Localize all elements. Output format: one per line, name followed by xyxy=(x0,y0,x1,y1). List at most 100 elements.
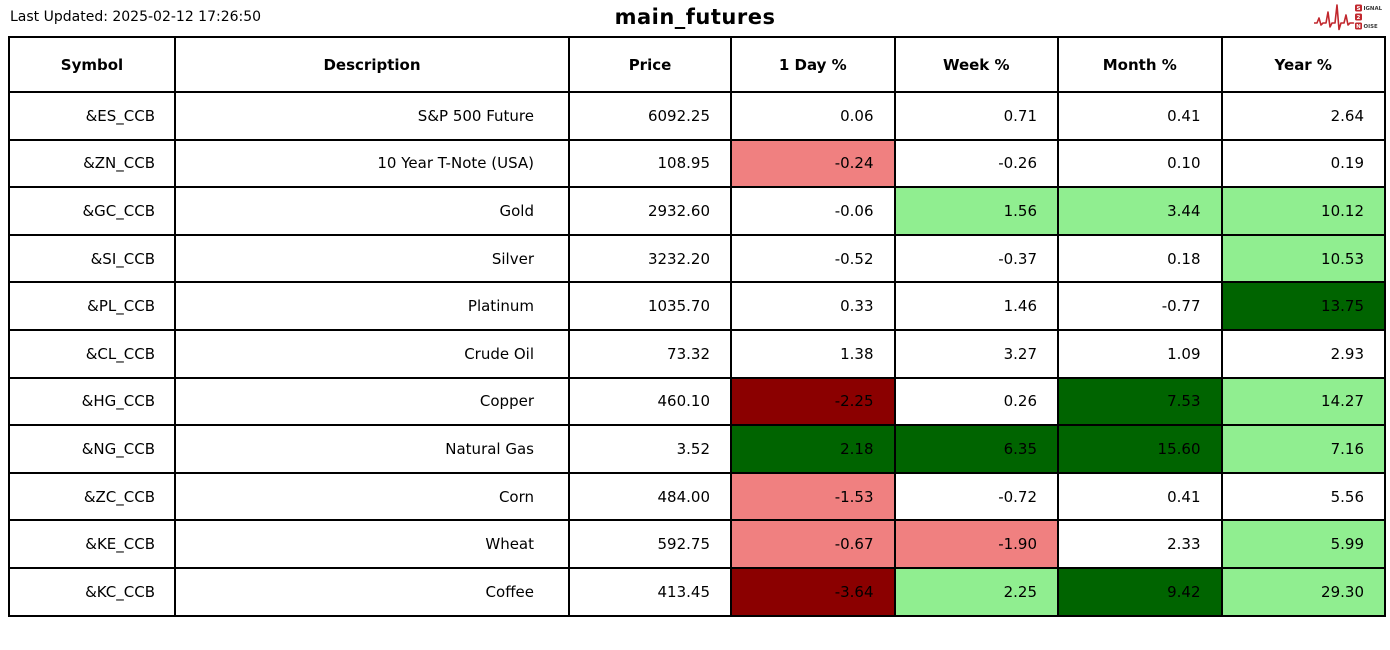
price-cell: 3232.20 xyxy=(568,233,732,284)
symbol-cell: &PL_CCB xyxy=(8,281,176,331)
price-cell: 413.45 xyxy=(568,566,732,617)
year-pct-cell: 14.27 xyxy=(1220,376,1386,427)
symbol-cell: &NG_CCB xyxy=(8,424,176,474)
month-pct-cell: 3.44 xyxy=(1057,186,1223,236)
logo-waveform-icon: S IGNAL 2 N OISE xyxy=(1313,4,1383,31)
column-header-year: Year % xyxy=(1220,36,1386,93)
year-pct-cell: 7.16 xyxy=(1220,424,1386,474)
description-cell: Crude Oil xyxy=(174,328,570,379)
column-header-month: Month % xyxy=(1057,36,1223,93)
price-cell: 484.00 xyxy=(568,471,732,522)
week-pct-cell: 6.35 xyxy=(893,424,1059,474)
price-cell: 460.10 xyxy=(568,376,732,427)
description-cell: Wheat xyxy=(174,519,570,569)
week-pct-cell: -0.26 xyxy=(893,138,1059,189)
table-header-row: Symbol Description Price 1 Day % Week % … xyxy=(8,36,1386,93)
month-pct-cell: 0.41 xyxy=(1057,471,1223,522)
column-header-description: Description xyxy=(174,36,570,93)
table-row: &KC_CCB Coffee 413.45 -3.64 2.25 9.42 29… xyxy=(8,566,1386,617)
week-pct-cell: 0.71 xyxy=(893,91,1059,141)
month-pct-cell: 1.09 xyxy=(1057,328,1223,379)
year-pct-cell: 2.93 xyxy=(1220,328,1386,379)
description-cell: Copper xyxy=(174,376,570,427)
price-cell: 6092.25 xyxy=(568,91,732,141)
month-pct-cell: 9.42 xyxy=(1057,566,1223,617)
symbol-cell: &GC_CCB xyxy=(8,186,176,236)
week-pct-cell: -1.90 xyxy=(893,519,1059,569)
symbol-cell: &KC_CCB xyxy=(8,566,176,617)
year-pct-cell: 13.75 xyxy=(1220,281,1386,331)
table-row: &SI_CCB Silver 3232.20 -0.52 -0.37 0.18 … xyxy=(8,233,1386,284)
day-pct-cell: 0.33 xyxy=(730,281,896,331)
month-pct-cell: 15.60 xyxy=(1057,424,1223,474)
description-cell: S&P 500 Future xyxy=(174,91,570,141)
symbol-cell: &ZC_CCB xyxy=(8,471,176,522)
table-row: &GC_CCB Gold 2932.60 -0.06 1.56 3.44 10.… xyxy=(8,186,1386,236)
year-pct-cell: 5.56 xyxy=(1220,471,1386,522)
symbol-cell: &CL_CCB xyxy=(8,328,176,379)
column-header-1day: 1 Day % xyxy=(730,36,896,93)
signal2noise-logo: S IGNAL 2 N OISE xyxy=(1313,2,1386,37)
symbol-cell: &HG_CCB xyxy=(8,376,176,427)
table-row: &PL_CCB Platinum 1035.70 0.33 1.46 -0.77… xyxy=(8,281,1386,331)
futures-table: Symbol Description Price 1 Day % Week % … xyxy=(8,36,1386,617)
description-cell: Coffee xyxy=(174,566,570,617)
logo-letter-n: N xyxy=(1356,24,1361,30)
price-cell: 73.32 xyxy=(568,328,732,379)
month-pct-cell: -0.77 xyxy=(1057,281,1223,331)
day-pct-cell: 2.18 xyxy=(730,424,896,474)
price-cell: 108.95 xyxy=(568,138,732,189)
year-pct-cell: 10.53 xyxy=(1220,233,1386,284)
symbol-cell: &SI_CCB xyxy=(8,233,176,284)
day-pct-cell: 1.38 xyxy=(730,328,896,379)
day-pct-cell: -0.52 xyxy=(730,233,896,284)
last-updated-label: Last Updated: 2025-02-12 17:26:50 xyxy=(10,9,262,25)
price-cell: 3.52 xyxy=(568,424,732,474)
week-pct-cell: -0.37 xyxy=(893,233,1059,284)
year-pct-cell: 29.30 xyxy=(1220,566,1386,617)
table-row: &NG_CCB Natural Gas 3.52 2.18 6.35 15.60… xyxy=(8,424,1386,474)
logo-text-oise: OISE xyxy=(1364,24,1378,30)
symbol-cell: &KE_CCB xyxy=(8,519,176,569)
price-cell: 592.75 xyxy=(568,519,732,569)
week-pct-cell: 3.27 xyxy=(893,328,1059,379)
column-header-symbol: Symbol xyxy=(8,36,176,93)
table-row: &ZC_CCB Corn 484.00 -1.53 -0.72 0.41 5.5… xyxy=(8,471,1386,522)
month-pct-cell: 0.10 xyxy=(1057,138,1223,189)
description-cell: Natural Gas xyxy=(174,424,570,474)
day-pct-cell: -1.53 xyxy=(730,471,896,522)
year-pct-cell: 0.19 xyxy=(1220,138,1386,189)
symbol-cell: &ZN_CCB xyxy=(8,138,176,189)
description-cell: 10 Year T-Note (USA) xyxy=(174,138,570,189)
week-pct-cell: 0.26 xyxy=(893,376,1059,427)
column-header-week: Week % xyxy=(893,36,1059,93)
day-pct-cell: -0.67 xyxy=(730,519,896,569)
week-pct-cell: 2.25 xyxy=(893,566,1059,617)
week-pct-cell: -0.72 xyxy=(893,471,1059,522)
description-cell: Gold xyxy=(174,186,570,236)
description-cell: Platinum xyxy=(174,281,570,331)
year-pct-cell: 10.12 xyxy=(1220,186,1386,236)
month-pct-cell: 0.18 xyxy=(1057,233,1223,284)
price-cell: 2932.60 xyxy=(568,186,732,236)
column-header-price: Price xyxy=(568,36,732,93)
description-cell: Silver xyxy=(174,233,570,284)
week-pct-cell: 1.56 xyxy=(893,186,1059,236)
day-pct-cell: 0.06 xyxy=(730,91,896,141)
month-pct-cell: 7.53 xyxy=(1057,376,1223,427)
symbol-cell: &ES_CCB xyxy=(8,91,176,141)
price-cell: 1035.70 xyxy=(568,281,732,331)
year-pct-cell: 5.99 xyxy=(1220,519,1386,569)
table-row: &ES_CCB S&P 500 Future 6092.25 0.06 0.71… xyxy=(8,91,1386,141)
logo-digit-2: 2 xyxy=(1357,15,1361,21)
top-bar: Last Updated: 2025-02-12 17:26:50 main_f… xyxy=(0,0,1390,36)
month-pct-cell: 2.33 xyxy=(1057,519,1223,569)
table-row: &HG_CCB Copper 460.10 -2.25 0.26 7.53 14… xyxy=(8,376,1386,427)
year-pct-cell: 2.64 xyxy=(1220,91,1386,141)
page-title: main_futures xyxy=(614,5,776,29)
description-cell: Corn xyxy=(174,471,570,522)
logo-letter-s: S xyxy=(1356,6,1360,12)
day-pct-cell: -0.24 xyxy=(730,138,896,189)
table-row: &ZN_CCB 10 Year T-Note (USA) 108.95 -0.2… xyxy=(8,138,1386,189)
table-row: &CL_CCB Crude Oil 73.32 1.38 3.27 1.09 2… xyxy=(8,328,1386,379)
